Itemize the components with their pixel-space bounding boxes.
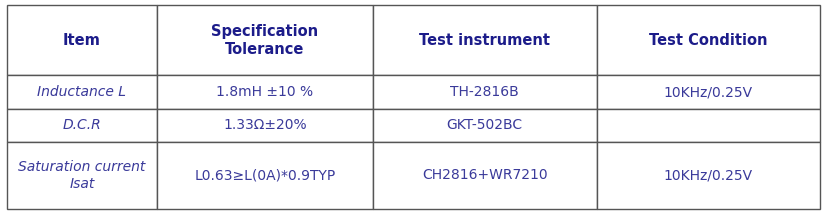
Bar xyxy=(596,142,820,209)
Bar xyxy=(7,75,157,109)
Bar xyxy=(157,5,373,75)
Bar xyxy=(373,5,596,75)
Text: TH-2816B: TH-2816B xyxy=(451,85,519,99)
Bar xyxy=(373,109,596,142)
Bar xyxy=(7,5,157,75)
Bar xyxy=(596,109,820,142)
Text: 1.8mH ±10 %: 1.8mH ±10 % xyxy=(217,85,313,99)
Text: Test Condition: Test Condition xyxy=(649,33,767,48)
Bar xyxy=(7,142,157,209)
Bar xyxy=(157,109,373,142)
Text: GKT-502BC: GKT-502BC xyxy=(447,118,523,132)
Text: CH2816+WR7210: CH2816+WR7210 xyxy=(422,168,547,182)
Text: Inductance L: Inductance L xyxy=(37,85,127,99)
Text: 1.33Ω±20%: 1.33Ω±20% xyxy=(223,118,307,132)
Text: 10KHz/0.25V: 10KHz/0.25V xyxy=(664,168,753,182)
Text: Saturation current
Isat: Saturation current Isat xyxy=(18,160,146,191)
Bar xyxy=(157,75,373,109)
Text: Item: Item xyxy=(63,33,101,48)
Bar xyxy=(373,75,596,109)
Bar xyxy=(596,75,820,109)
Text: L0.63≥L(0A)*0.9TYP: L0.63≥L(0A)*0.9TYP xyxy=(194,168,336,182)
Text: 10KHz/0.25V: 10KHz/0.25V xyxy=(664,85,753,99)
Text: D.C.R: D.C.R xyxy=(63,118,101,132)
Text: Specification
Tolerance: Specification Tolerance xyxy=(212,24,318,57)
Bar xyxy=(7,109,157,142)
Bar xyxy=(373,142,596,209)
Text: Test instrument: Test instrument xyxy=(419,33,550,48)
Bar xyxy=(157,142,373,209)
Bar xyxy=(596,5,820,75)
